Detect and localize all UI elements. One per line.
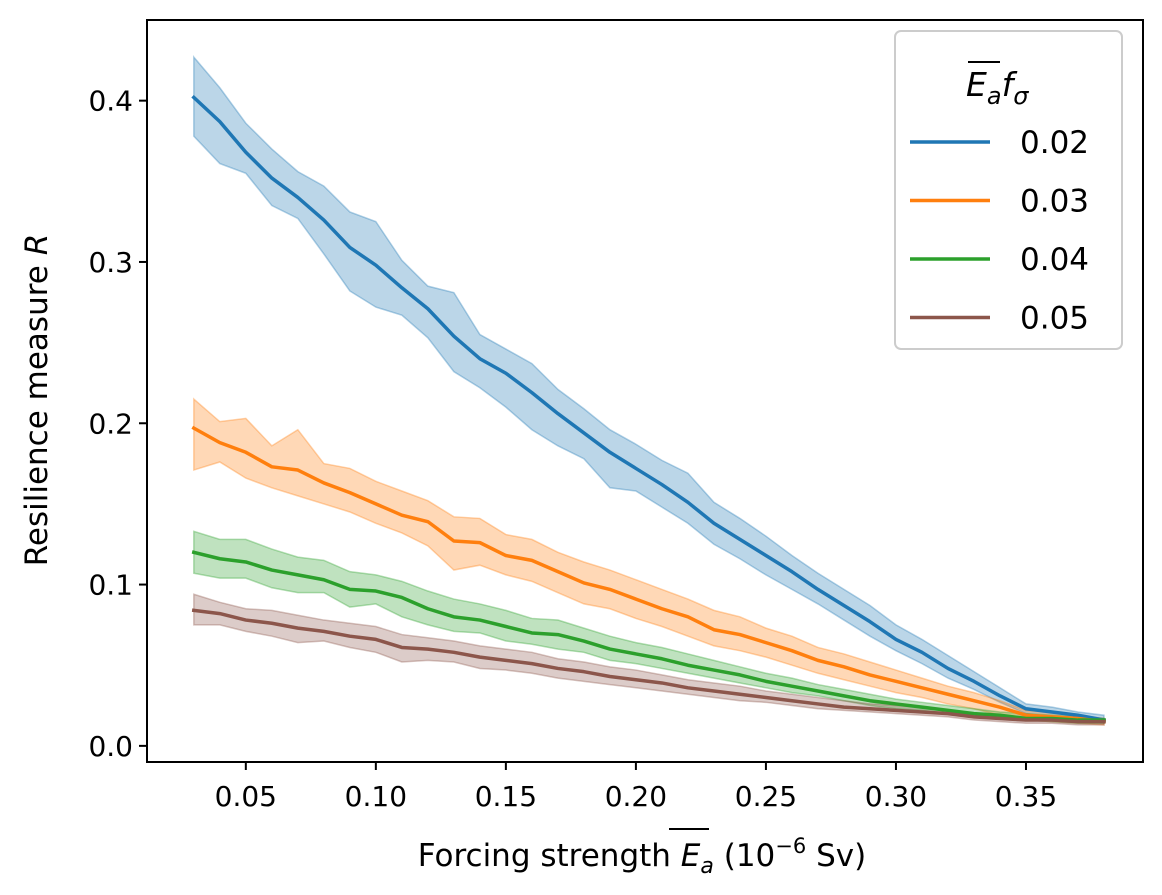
y-axis-label-symbol: R xyxy=(19,234,55,256)
series-line-0.04 xyxy=(191,550,1106,722)
x-axis-label-exponent: −6 xyxy=(775,834,806,858)
x-tick-label: 0.05 xyxy=(215,780,277,813)
y-tick-label: 0.1 xyxy=(88,569,133,602)
series-lines xyxy=(191,94,1107,724)
legend-label-0.05: 0.05 xyxy=(1020,301,1089,337)
x-tick-label: 0.35 xyxy=(995,780,1057,813)
y-axis-ticks: 0.0 0.1 0.2 0.3 0.4 xyxy=(88,85,147,763)
y-tick-label: 0.4 xyxy=(88,85,133,118)
x-tick-label: 0.30 xyxy=(865,780,927,813)
legend: Eafσ 0.020.030.040.05 xyxy=(894,30,1123,350)
x-axis-label-symbol-sub: a xyxy=(700,854,713,879)
legend-label-0.02: 0.02 xyxy=(1020,125,1089,161)
legend-label-0.03: 0.03 xyxy=(1020,184,1089,220)
x-tick-label: 0.10 xyxy=(345,780,407,813)
y-tick-label: 0.0 xyxy=(88,730,133,763)
y-tick-label: 0.3 xyxy=(88,246,133,279)
confidence-band-0.05 xyxy=(193,593,1105,726)
y-axis-label: Resilience measure R xyxy=(19,234,55,567)
series-line-0.02 xyxy=(191,94,1107,723)
x-tick-label: 0.25 xyxy=(735,780,797,813)
x-tick-label: 0.15 xyxy=(475,780,537,813)
x-tick-label: 0.20 xyxy=(605,780,667,813)
y-tick-label: 0.2 xyxy=(88,407,133,440)
x-axis-label: Forcing strength Ea (10−6 Sv) xyxy=(418,834,866,879)
legend-label-0.04: 0.04 xyxy=(1020,242,1089,278)
legend-box xyxy=(894,30,1123,350)
confidence-band-0.03 xyxy=(193,397,1105,726)
series-line-0.05 xyxy=(191,608,1106,724)
series-line-0.03 xyxy=(191,425,1106,724)
plot-frame xyxy=(146,19,1144,763)
x-axis-ticks: 0.05 0.10 0.15 0.20 0.25 0.30 0.35 xyxy=(215,762,1057,813)
x-axis-label-symbol: E xyxy=(681,838,701,874)
